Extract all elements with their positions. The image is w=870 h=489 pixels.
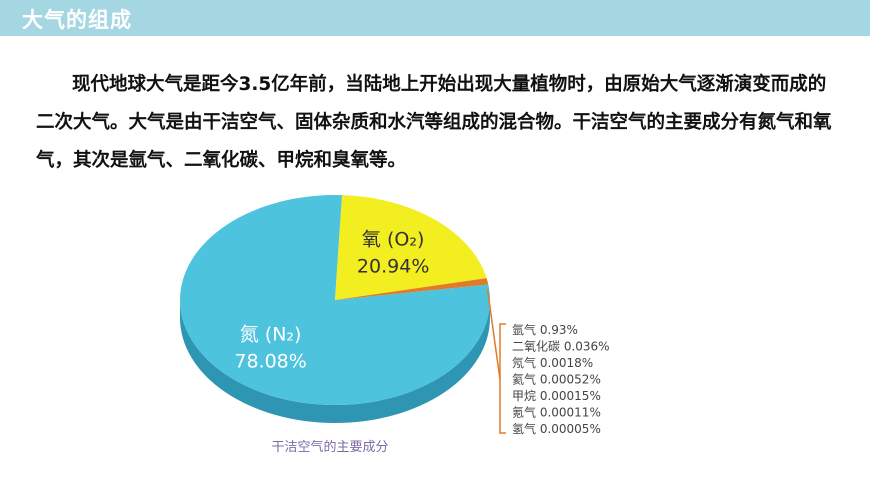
callout-bracket xyxy=(499,323,506,434)
pie-slice-1 xyxy=(335,195,487,300)
header-bar: 大气的组成 xyxy=(0,0,870,36)
intro-paragraph: 现代地球大气是距今3.5亿年前，当陆地上开始出现大量植物时，由原始大气逐渐演变而… xyxy=(36,74,832,171)
minor-gas-label: 氪气 0.00011% xyxy=(512,405,601,420)
minor-gas-label: 二氧化碳 0.036% xyxy=(512,340,610,354)
slice-value-label: 20.94% xyxy=(357,256,429,278)
minor-gas-label: 氦气 0.00052% xyxy=(512,372,601,387)
minor-gas-label: 氩气 0.93% xyxy=(512,322,578,337)
page-title: 大气的组成 xyxy=(22,8,132,32)
callout-leader-line xyxy=(486,289,501,380)
slice-name-label: 氧 (O₂) xyxy=(362,229,424,251)
pie-slice-2 xyxy=(335,278,489,300)
minor-gas-label: 氖气 0.0018% xyxy=(512,355,593,370)
pie-side-0 xyxy=(180,300,490,423)
minor-gas-label: 氢气 0.00005% xyxy=(512,421,601,436)
slice-name-label: 氮 (N₂) xyxy=(240,323,302,345)
slice-value-label: 78.08% xyxy=(234,350,306,372)
minor-gas-label: 甲烷 0.00015% xyxy=(512,389,601,403)
chart-title: 干洁空气的主要成分 xyxy=(271,439,388,455)
